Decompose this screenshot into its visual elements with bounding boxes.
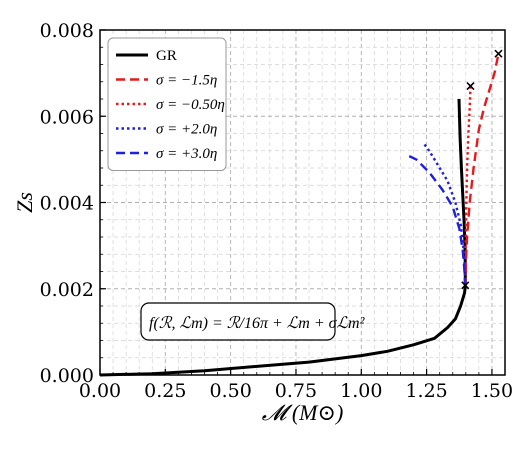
markers-group xyxy=(461,49,503,290)
series-line-1 xyxy=(464,53,500,287)
y-tick-label: 0.000 xyxy=(40,365,94,387)
y-tick-label: 0.004 xyxy=(40,193,94,215)
equation-annotation: f(ℛ, ℒm) = ℛ/16π + ℒm + σℒm² xyxy=(140,302,366,341)
legend-label-2: σ = −0.50η xyxy=(156,97,225,113)
legend: GR σ = −1.5η σ = −0.50η σ = +2.0η σ = +3.0η xyxy=(107,37,227,171)
legend-label-4: σ = +3.0η xyxy=(156,146,217,162)
y-tick-label: 0.008 xyxy=(40,20,94,42)
annotation-box xyxy=(140,302,336,341)
x-tick-label: 1.25 xyxy=(405,380,447,402)
annotation-text: f(ℛ, ℒm) = ℛ/16π + ℒm + σℒm² xyxy=(149,315,366,332)
legend-label-1: σ = −1.5η xyxy=(156,73,217,89)
x-marker-0 xyxy=(461,281,470,290)
x-axis-title: 𝓜 (M⊙) xyxy=(262,400,344,425)
y-tick-label: 0.002 xyxy=(40,279,94,301)
legend-label-3: σ = +2.0η xyxy=(156,122,217,138)
x-tick-label: 0.50 xyxy=(209,380,251,402)
legend-box xyxy=(107,37,227,171)
x-tick-label: 0.25 xyxy=(144,380,186,402)
x-tick-label: 0.00 xyxy=(79,380,121,402)
y-tick-label: 0.006 xyxy=(40,106,94,128)
x-tick-label: 1.00 xyxy=(340,380,382,402)
series-group xyxy=(99,53,500,377)
x-marker-1 xyxy=(466,81,475,91)
series-line-2 xyxy=(464,86,472,287)
x-marker-2 xyxy=(494,49,503,58)
x-tick-label: 0.75 xyxy=(275,380,317,402)
legend-label-0: GR xyxy=(156,48,177,64)
ticks-group: 0.00 0.25 0.50 0.75 1.00 1.25 1.50 0.000 0.002 0.… xyxy=(40,20,513,402)
y-axis-title: Zs xyxy=(12,192,37,213)
x-tick-label: 1.50 xyxy=(471,380,513,402)
series-line-0 xyxy=(99,98,467,377)
